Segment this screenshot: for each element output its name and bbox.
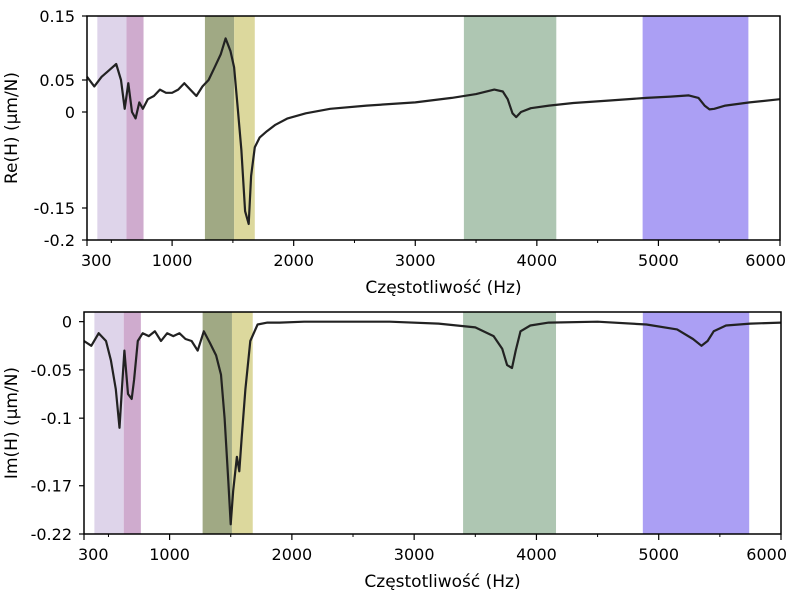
panel2-x-tick-label: 3000: [394, 545, 435, 564]
panel2-x-tick-label: 1000: [149, 545, 190, 564]
panel1-x-tick-label: 2000: [273, 251, 314, 270]
panel2-y-tick-label: -0.1: [41, 409, 72, 428]
panel2-y-axis-title: Im(H) (μm/N): [2, 367, 22, 479]
panel1-x-tick-label: 6000: [745, 251, 786, 270]
panel1-x-tick-label: 3000: [395, 251, 436, 270]
panel1-x-tick-label: 5000: [638, 251, 679, 270]
panel1-y-axis-title: Re(H) (μm/N): [2, 72, 22, 184]
panel2-band-6: [642, 312, 750, 534]
panel1-band-3: [204, 16, 235, 240]
panel2-band-3: [202, 312, 232, 534]
panel2-x-tick-label: 5000: [638, 545, 679, 564]
panel2-y-tick-label: 0: [62, 313, 72, 332]
panel1-band-1: [97, 16, 127, 240]
panel1-y-tick-label: 0.15: [39, 7, 75, 26]
panel2-chart: 300 1000 2000 3000 4000 5000 6000 0 -0.05 -0.1 -0.…: [2, 311, 787, 592]
panel2-y-tick-label: -0.17: [31, 477, 72, 496]
panel2-x-tick-label: 4000: [516, 545, 557, 564]
panel1-y-tick-label: 0.05: [39, 71, 75, 90]
panel1-series-line-1: [86, 37, 781, 226]
panel1-plot-frame: [86, 15, 781, 241]
panel2-x-axis-title: Częstotliwość (Hz): [364, 572, 520, 592]
panel1-x-axis-title: Częstotliwość (Hz): [365, 278, 521, 298]
panel1-y-tick-label: -0.2: [44, 231, 75, 250]
panel1-chart: 300 1000 2000 3000 4000 5000 6000 0.15 0.05 0 -0.1…: [2, 7, 786, 298]
panel2-x-tick-label: 2000: [272, 545, 313, 564]
panel1-x-tick-label: 300: [81, 251, 112, 270]
panel1-band-6: [642, 16, 749, 240]
panel1-band-5: [463, 16, 557, 240]
panel2-x-tick-label: 6000: [746, 545, 787, 564]
panel1-y-tick-label: 0: [65, 103, 75, 122]
panel2-band-2: [123, 312, 141, 534]
panel2-series-line-1: [83, 320, 782, 526]
panel1-x-tick-label: 4000: [516, 251, 557, 270]
panel2-x-tick-label: 300: [78, 545, 109, 564]
panel1-band-2: [126, 16, 144, 240]
panel1-x-tick-label: 1000: [152, 251, 193, 270]
panel2-y-tick-label: -0.22: [31, 525, 72, 544]
panel2-y-tick-label: -0.05: [31, 361, 72, 380]
panel2-band-5: [463, 312, 557, 534]
panel2-plot-frame: [83, 311, 782, 535]
panel1-y-tick-label: -0.15: [34, 199, 75, 218]
